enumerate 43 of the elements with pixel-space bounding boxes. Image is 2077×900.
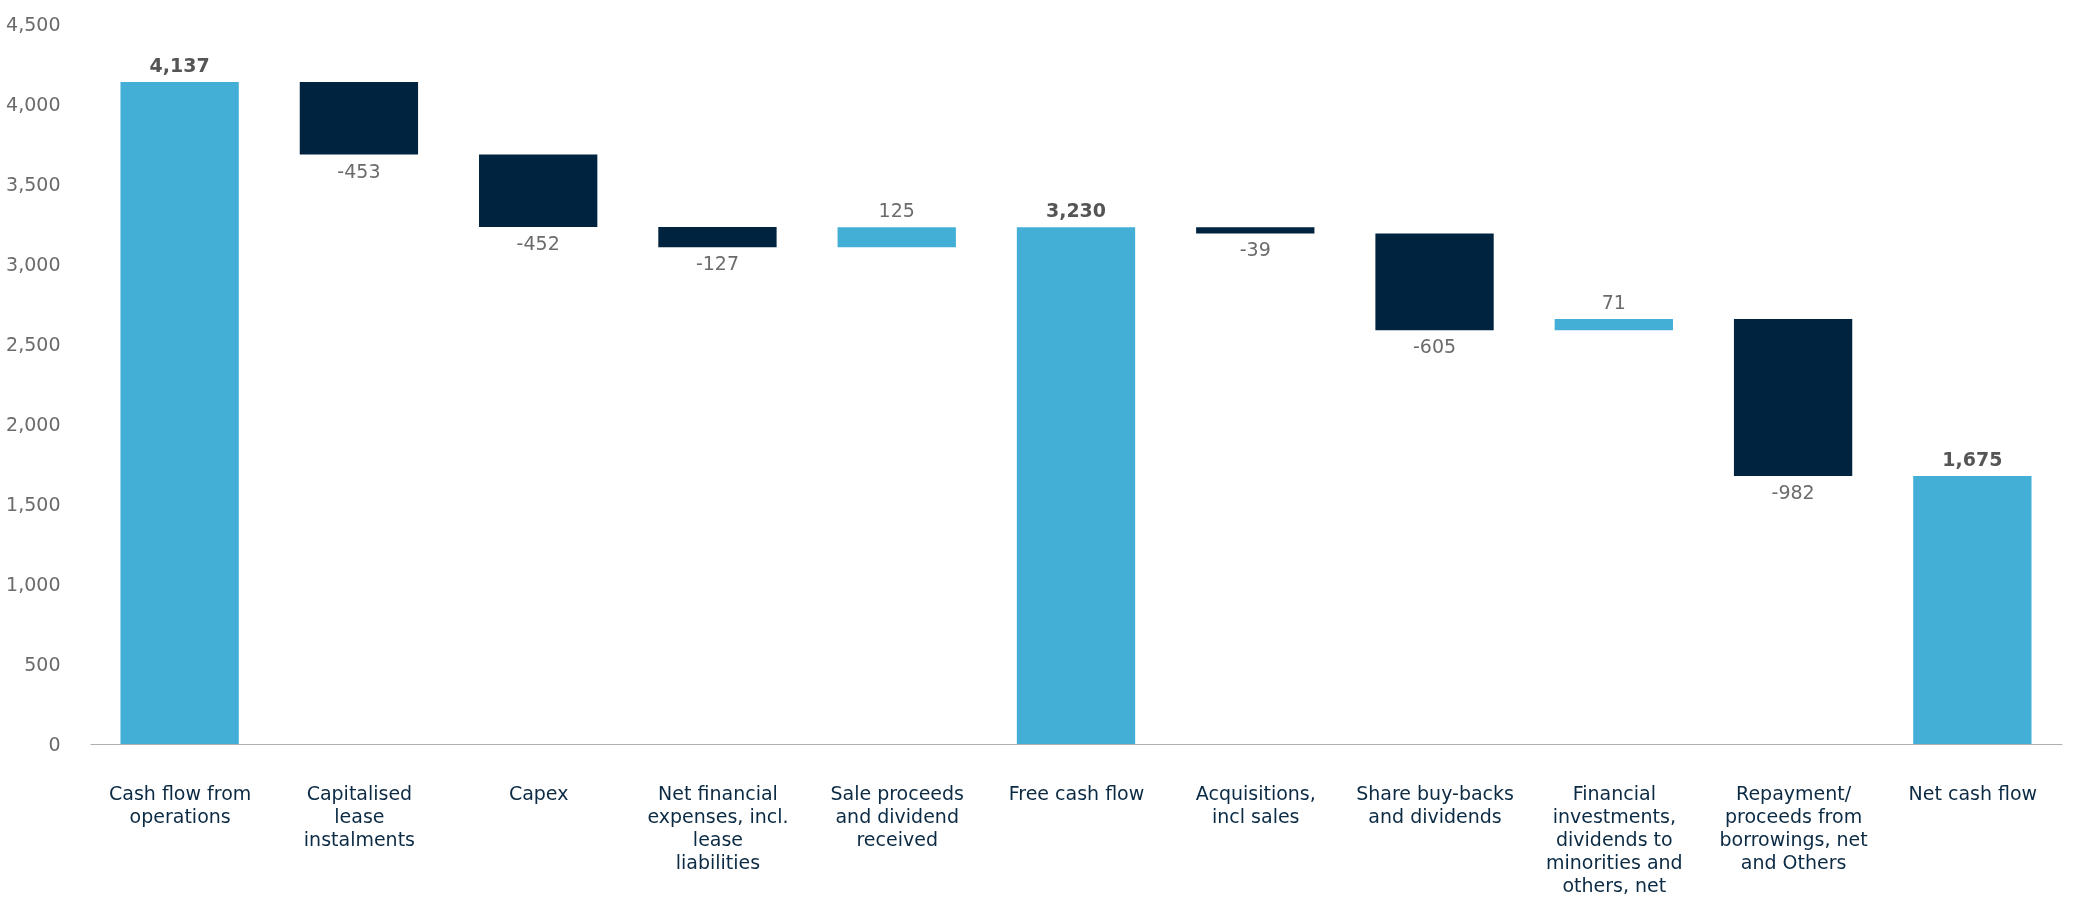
y-tick-label: 1,500 — [6, 492, 61, 515]
x-tick-label: Acquisitions, incl sales — [1195, 781, 1316, 827]
x-tick-label: Cash flow from operations — [109, 781, 252, 827]
x-tick-label: Share buy-backs and dividends — [1356, 781, 1514, 827]
bar — [120, 82, 239, 744]
data-label: 1,675 — [1942, 448, 2003, 470]
bar — [1554, 318, 1673, 331]
x-tick-label: Capitalised lease instalments — [303, 781, 415, 850]
x-tick-label: Net cash flow — [1908, 781, 2038, 804]
data-label: -982 — [1771, 481, 1815, 503]
data-label: 125 — [878, 199, 915, 222]
data-label: 3,230 — [1045, 199, 1107, 222]
data-label: 4,137 — [149, 54, 210, 77]
x-tick-label: Net financial expenses, incl. lease liabilities — [647, 781, 789, 873]
bar — [479, 154, 598, 227]
x-tick-label: Sale proceeds and dividend received — [830, 781, 965, 850]
bar — [1733, 318, 1853, 476]
bar — [299, 82, 419, 155]
x-tick-label: Free cash flow — [1008, 781, 1145, 804]
bar — [837, 227, 956, 248]
y-tick-label: 4,000 — [6, 92, 61, 115]
data-label: -605 — [1412, 335, 1457, 358]
y-tick-label: 0 — [48, 732, 61, 755]
data-label: -127 — [695, 252, 740, 275]
y-tick-label: 3,500 — [6, 172, 61, 195]
bar — [658, 226, 777, 248]
bar — [1196, 227, 1315, 234]
data-label: -39 — [1239, 238, 1271, 261]
x-tick-label: Repayment/ proceeds from borrowings, net and Others — [1719, 781, 1868, 873]
data-label: 71 — [1601, 290, 1626, 313]
y-tick-label: 500 — [24, 652, 61, 675]
bar — [1913, 476, 2032, 744]
x-tick-label: Capex — [508, 781, 569, 804]
y-tick-label: 4,500 — [6, 12, 61, 35]
y-tick-label: 2,000 — [6, 412, 61, 435]
data-label: -452 — [516, 231, 560, 254]
y-tick-label: 3,000 — [6, 252, 61, 275]
bar — [1375, 233, 1494, 331]
x-tick-label: Financial investments, dividends to minorities and others, net — [1545, 781, 1683, 896]
y-tick-label: 1,000 — [6, 572, 61, 595]
data-label: -453 — [337, 159, 381, 182]
y-tick-label: 2,500 — [6, 332, 61, 355]
bar — [1016, 227, 1136, 744]
